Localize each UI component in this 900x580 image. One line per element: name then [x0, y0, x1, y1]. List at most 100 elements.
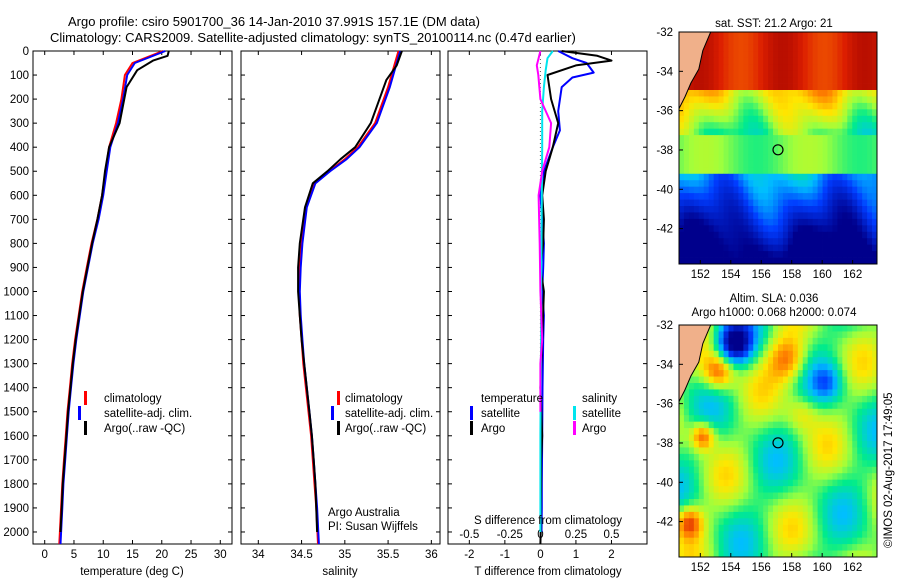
map-cell [743, 402, 749, 410]
map-cell [847, 402, 853, 410]
map-cell [768, 434, 774, 442]
map-cell [703, 492, 710, 500]
map-cell [703, 357, 710, 365]
map-cell [782, 350, 789, 358]
map-cell [822, 51, 828, 59]
map-cell [718, 473, 724, 481]
map-cell [743, 415, 749, 423]
map-cell [733, 180, 739, 188]
map-cell [778, 257, 784, 265]
map-cell [852, 193, 858, 200]
map-cell [797, 331, 804, 339]
legend-swatch-temp-argo [470, 421, 473, 435]
map-cell [817, 505, 823, 513]
land-mass [678, 31, 712, 109]
map-cell [758, 402, 764, 410]
map-cell [738, 524, 744, 532]
map-cell [867, 466, 873, 474]
map-cell [867, 167, 873, 175]
map-cell [713, 344, 719, 352]
map-cell [857, 141, 863, 149]
map-cell [812, 44, 818, 52]
map-cell [822, 109, 828, 117]
map-cell [782, 148, 789, 155]
map-cell [718, 428, 724, 435]
map-cell [862, 337, 868, 345]
map-cell [773, 64, 779, 72]
map-cell [832, 421, 838, 429]
map-cell [812, 389, 818, 397]
map-cell [768, 83, 774, 91]
map-cell [728, 447, 734, 455]
map-cell [807, 160, 814, 168]
map-cell [787, 115, 794, 123]
map-cell [753, 492, 759, 500]
map-cell [817, 141, 823, 149]
map-cell [688, 389, 695, 397]
map-cell [713, 199, 719, 207]
map-cell [832, 395, 838, 403]
map-cell [842, 499, 848, 506]
map-cell [812, 180, 818, 188]
map-cell [787, 337, 794, 345]
map-cell [698, 415, 705, 423]
map-cell [817, 199, 823, 207]
difference-panel-frame [447, 50, 648, 545]
map-cell [862, 32, 868, 39]
map-cell [733, 38, 739, 46]
map-cell [758, 109, 764, 117]
map-cell [812, 460, 818, 468]
map-cell [679, 231, 685, 239]
map-cell [792, 389, 799, 397]
map-cell [743, 473, 749, 481]
map-cell [728, 473, 734, 481]
map-cell [718, 492, 724, 500]
map-cell [703, 389, 710, 397]
map-cell [733, 135, 739, 142]
map-cell [679, 193, 685, 200]
map-cell [832, 154, 838, 162]
map-cell [679, 206, 685, 213]
map-cell [812, 64, 818, 72]
map-cell [738, 479, 744, 487]
map-cell [842, 376, 848, 384]
map-cell [698, 402, 705, 410]
map-cell [768, 350, 774, 358]
map-cell [792, 206, 799, 213]
map-cell [768, 402, 774, 410]
map-cell [807, 44, 814, 52]
map-cell [797, 51, 804, 59]
map-cell [827, 102, 833, 110]
map-cell [773, 128, 779, 136]
map-cell [807, 415, 814, 423]
map-cell [852, 337, 858, 345]
map-cell [679, 115, 685, 123]
map-cell [733, 550, 739, 558]
map-cell [792, 160, 799, 168]
map-cell [763, 148, 769, 155]
map-cell [832, 70, 838, 78]
map-cell [792, 434, 799, 442]
map-cell [738, 434, 744, 442]
map-cell [733, 90, 739, 97]
map-cell [867, 38, 873, 46]
map-cell [713, 38, 719, 46]
map-cell [837, 389, 843, 397]
map-cell [748, 383, 754, 390]
map-cell [837, 357, 843, 365]
y-tick-label: 1700 [3, 455, 29, 467]
map-cell [733, 206, 739, 213]
map-cell [852, 251, 858, 258]
map-cell [758, 460, 764, 468]
map-cell [782, 115, 789, 123]
map-cell [748, 518, 754, 526]
map-cell [683, 544, 690, 551]
map-cell [802, 524, 809, 532]
x-tick-label: 10 [97, 549, 110, 561]
map-cell [832, 434, 838, 442]
y-tick-label: 500 [10, 166, 29, 178]
map-cell [778, 128, 784, 136]
map-cell [872, 90, 878, 97]
map-cell [837, 486, 843, 493]
map-cell [842, 441, 848, 448]
